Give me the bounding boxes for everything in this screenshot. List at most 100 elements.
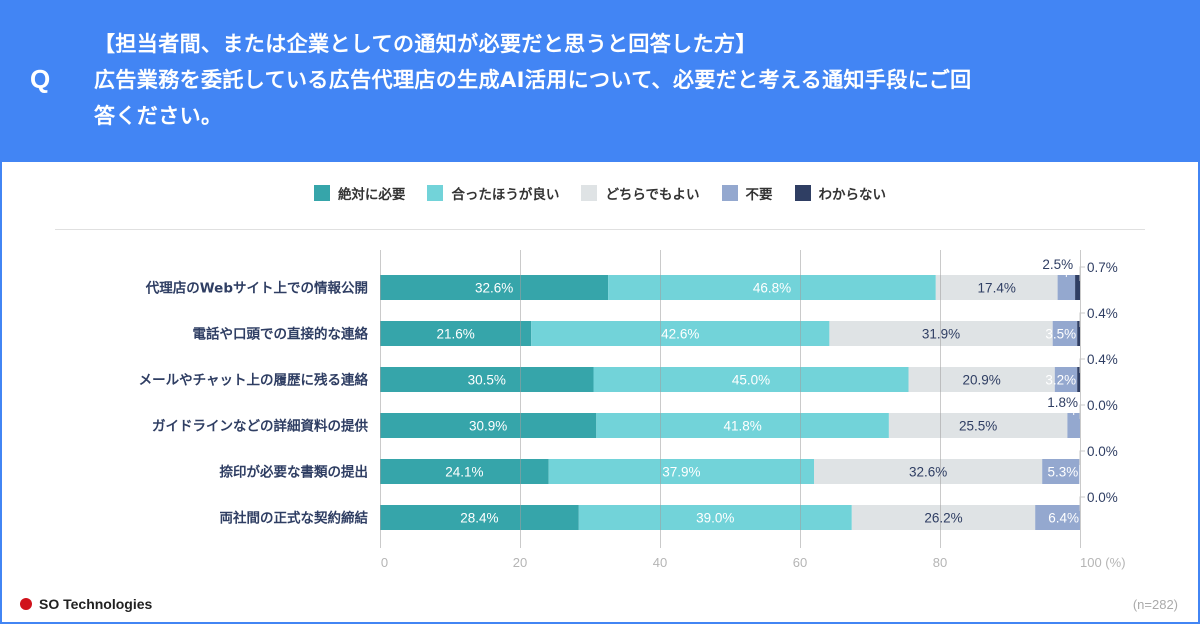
bar-segment [531, 321, 830, 346]
question-line-3: 答ください。 [94, 104, 223, 128]
question-line-1: 【担当者間、または企業としての通知が必要だと思うと回答した方】 [94, 32, 757, 56]
data-label: 30.5% [468, 373, 506, 388]
leader-line [1079, 312, 1085, 327]
bar-segment [380, 275, 609, 300]
data-label: 46.8% [753, 281, 791, 296]
legend-item: 不要 [721, 183, 773, 203]
data-label: 41.8% [723, 419, 761, 434]
data-label: 26.2% [924, 511, 962, 526]
data-label: 0.0% [1087, 398, 1118, 413]
leader-line [1079, 358, 1085, 373]
bar-segment [380, 505, 579, 530]
bar-segment [829, 321, 1053, 346]
bar-segment [1035, 505, 1080, 530]
bar-segment [380, 413, 597, 438]
data-label: 0.4% [1087, 306, 1118, 321]
bar-segment [608, 275, 936, 300]
legend-item: 絶対に必要 [313, 183, 406, 203]
leader-line [1079, 266, 1085, 281]
data-label: 2.5% [1042, 257, 1073, 272]
brand-name: SO Technologies [39, 596, 153, 612]
stacked-bar-chart: 0 20 40 60 80 100 (%) 代理店のWebサイト上での情報公開 32.6% 46… [139, 250, 1126, 570]
category-label: 代理店のWebサイト上での情報公開 [145, 280, 368, 297]
x-tick-label: 20 [513, 555, 527, 570]
data-label: 3.5% [1045, 327, 1076, 342]
data-label: 25.5% [959, 419, 997, 434]
category-label: 両社間の正式な契約締結 [220, 510, 369, 527]
x-tick-label: 100 (%) [1080, 555, 1126, 570]
data-label: 20.9% [963, 373, 1001, 388]
category-label: ガイドラインなどの詳細資料の提供 [152, 418, 368, 435]
q-mark: Q [30, 64, 51, 94]
legend-item: 合ったほうが良い [427, 183, 559, 203]
x-tick-label: 80 [933, 555, 947, 570]
bar-segment [1077, 367, 1080, 392]
bar-segment [1054, 367, 1078, 392]
data-label: 39.0% [696, 511, 734, 526]
question-header: Q 【担当者間、または企業としての通知が必要だと思うと回答した方】 広告業務を委… [0, 0, 1200, 162]
legend-label: どちらでもよい [605, 187, 700, 203]
bar-segment [380, 321, 532, 346]
legend-swatch [581, 185, 598, 201]
data-label: 45.0% [732, 373, 770, 388]
logo-dot-icon [20, 598, 32, 610]
sample-size: (n=282) [1132, 597, 1178, 612]
legend-label: 不要 [745, 187, 773, 203]
bar-segment [851, 505, 1036, 530]
data-label: 0.4% [1087, 352, 1118, 367]
data-label: 37.9% [662, 465, 700, 480]
bar-segment [1042, 459, 1080, 484]
category-label: 電話や口頭での直接的な連絡 [193, 326, 369, 343]
bar-segment [908, 367, 1055, 392]
data-label: 0.0% [1087, 444, 1118, 459]
leader-line [1079, 450, 1085, 465]
legend-swatch [427, 185, 444, 201]
category-label: 捺印が必要な書類の提出 [220, 464, 369, 481]
legend-label: 絶対に必要 [337, 187, 406, 203]
bar-segment [1057, 275, 1076, 300]
data-label: 31.9% [922, 327, 960, 342]
chart-legend: 絶対に必要 合ったほうが良い どちらでもよい 不要 わからない [0, 183, 1200, 203]
x-tick-label: 0 [381, 555, 388, 570]
bar-segment [1052, 321, 1078, 346]
bar-segment [596, 413, 889, 438]
bar-segment [578, 505, 852, 530]
question-text: 【担当者間、または企業としての通知が必要だと思うと回答した方】 広告業務を委託し… [94, 26, 1174, 134]
data-label: 6.4% [1048, 511, 1079, 526]
leader-line [1079, 496, 1085, 511]
legend-swatch [721, 185, 738, 201]
x-tick-label: 60 [793, 555, 807, 570]
legend-swatch [313, 185, 330, 201]
leader-line [1079, 404, 1085, 419]
data-label: 30.9% [469, 419, 507, 434]
category-label: メールやチャット上の履歴に残る連絡 [139, 372, 369, 389]
question-line-2: 広告業務を委託している広告代理店の生成AI活用について、必要だと考える通知手段に… [94, 68, 972, 92]
legend-item: どちらでもよい [581, 183, 700, 203]
bar-segment [1075, 275, 1080, 300]
bar-segment [814, 459, 1043, 484]
bar-segment [1067, 413, 1080, 438]
bar-segment [380, 367, 594, 392]
bar-segment [593, 367, 909, 392]
data-label: 5.3% [1048, 465, 1079, 480]
data-label: 3.2% [1045, 373, 1076, 388]
data-label: 32.6% [475, 281, 513, 296]
bar-segment [1077, 321, 1080, 346]
bar-segment [935, 275, 1058, 300]
data-label: 1.8% [1047, 395, 1078, 410]
legend-label: わからない [818, 187, 887, 203]
legend-divider [55, 229, 1145, 230]
data-label: 21.6% [436, 327, 474, 342]
bar-segment [548, 459, 814, 484]
legend-label: 合ったほうが良い [451, 187, 560, 203]
bar-segment [888, 413, 1068, 438]
legend-item: わからない [794, 183, 887, 203]
x-tick-label: 40 [653, 555, 667, 570]
data-label: 0.0% [1087, 490, 1118, 505]
data-label: 0.7% [1087, 260, 1118, 275]
data-label: 28.4% [460, 511, 498, 526]
legend-swatch [794, 185, 811, 201]
data-label: 24.1% [445, 465, 483, 480]
data-label: 32.6% [909, 465, 947, 480]
data-label: 42.6% [661, 327, 699, 342]
